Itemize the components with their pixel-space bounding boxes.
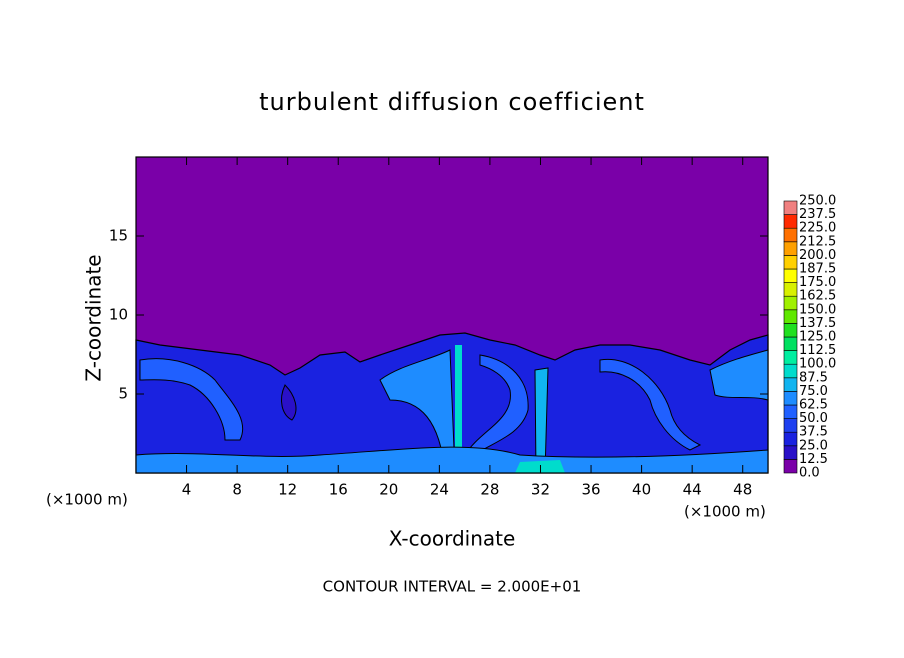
colorbar-label: 237.5: [799, 207, 836, 222]
x-tick-label: 28: [480, 481, 499, 499]
footnote: CONTOUR INTERVAL = 2.000E+01: [323, 578, 582, 596]
colorbar-label: 87.5: [799, 370, 828, 385]
colorbar-band: [783, 404, 798, 419]
colorbar-label: 12.5: [799, 452, 828, 467]
colorbar-band: [783, 431, 798, 447]
colorbar-label: 0.0: [799, 466, 820, 481]
field-patch: [281, 384, 297, 421]
colorbar-band: [783, 255, 798, 270]
colorbar-label: 100.0: [799, 357, 836, 372]
colorbar-label: 250.0: [799, 194, 836, 209]
colorbar-label: 225.0: [799, 221, 836, 236]
colorbar-label: 125.0: [799, 330, 836, 345]
chart-title: turbulent diffusion coefficient: [259, 88, 645, 116]
field-patch: [599, 358, 702, 451]
colorbar-label: 75.0: [799, 384, 828, 399]
y-tick-label: 5: [118, 385, 128, 403]
colorbar-label: 200.0: [799, 248, 836, 263]
colorbar-label: 62.5: [799, 398, 828, 413]
colorbar-band: [783, 363, 798, 379]
colorbar-band: [783, 295, 798, 311]
colorbar-band: [783, 268, 798, 283]
y-axis-label: Z-coordinate: [82, 254, 106, 381]
colorbar-band: [783, 227, 798, 243]
colorbar-label: 212.5: [799, 234, 836, 249]
colorbar-band: [783, 445, 798, 460]
colorbar-band: [783, 309, 798, 324]
x-tick-label: 4: [182, 481, 192, 499]
colorbar-label: 37.5: [799, 425, 828, 440]
y-tick-label: 10: [109, 306, 128, 324]
colorbar-band: [783, 241, 798, 256]
colorbar-label: 162.5: [799, 289, 836, 304]
colorbar-band: [783, 377, 798, 392]
x-tick-label: 36: [581, 481, 600, 499]
x-axis-label: X-coordinate: [389, 527, 516, 551]
colorbar-label: 187.5: [799, 262, 836, 277]
colorbar-band: [783, 282, 798, 297]
x-tick-label: 8: [232, 481, 242, 499]
y-tick-label: 15: [109, 227, 128, 245]
colorbar-band: [783, 418, 798, 433]
colorbar-band: [783, 200, 798, 215]
x-tick-label: 32: [531, 481, 550, 499]
colorbar-label: 150.0: [799, 302, 836, 317]
x-tick-label: 16: [329, 481, 348, 499]
x-unit-label: (×1000 m): [684, 503, 766, 521]
colorbar-band: [783, 214, 798, 229]
colorbar-band: [783, 350, 798, 365]
field-patch: [139, 358, 244, 441]
x-unit-label: (×1000 m): [46, 491, 128, 509]
colorbar-label: 25.0: [799, 438, 828, 453]
colorbar-band: [783, 459, 798, 474]
x-tick-label: 40: [632, 481, 651, 499]
colorbar-band: [783, 391, 798, 406]
x-tick-label: 44: [683, 481, 702, 499]
colorbar-band: [783, 336, 798, 351]
colorbar-band: [783, 323, 798, 338]
x-tick-label: 48: [733, 481, 752, 499]
colorbar-label: 137.5: [799, 316, 836, 331]
field-patch: [455, 345, 462, 473]
colorbar-label: 112.5: [799, 343, 836, 358]
colorbar-label: 50.0: [799, 411, 828, 426]
x-tick-label: 20: [379, 481, 398, 499]
x-tick-label: 12: [278, 481, 297, 499]
x-tick-label: 24: [430, 481, 449, 499]
field: [135, 157, 769, 474]
field-patch: [135, 446, 769, 474]
colorbar-label: 175.0: [799, 275, 836, 290]
